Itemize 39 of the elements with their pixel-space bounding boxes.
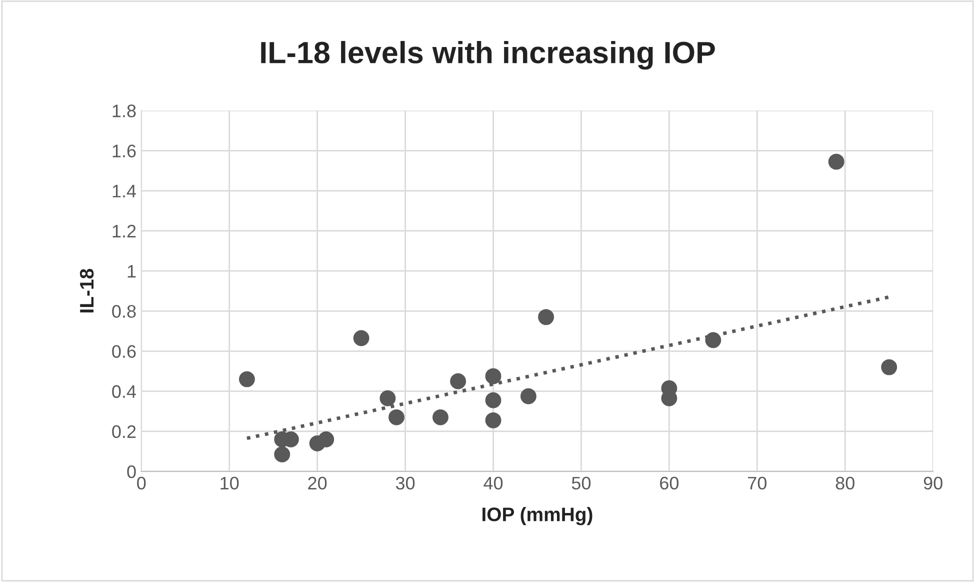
point	[881, 359, 898, 376]
x-tick-label: 20	[308, 476, 327, 490]
x-tick-label: 0	[137, 476, 146, 490]
point	[485, 392, 502, 408]
point	[450, 373, 466, 390]
x-tick-label: 80	[836, 476, 854, 490]
y-tick-label: 1.8	[112, 104, 136, 118]
point	[353, 330, 370, 346]
y-tick-label: 1.2	[112, 224, 136, 238]
y-axis-title: IL-18	[80, 268, 94, 312]
x-tick-label: 10	[220, 476, 239, 490]
x-tick-label: 40	[484, 476, 503, 490]
x-axis-title: IOP (mmHg)	[482, 507, 592, 526]
y-tick-label: 0.4	[112, 385, 136, 398]
y-tick-label: 0.2	[112, 425, 136, 438]
y-tick-label: 0.8	[112, 304, 136, 318]
point	[538, 309, 554, 326]
point	[274, 446, 290, 462]
point	[318, 431, 334, 448]
point	[388, 409, 404, 426]
point	[485, 412, 502, 428]
x-tick-label: 50	[572, 476, 591, 490]
y-tick-label: 1.6	[112, 144, 136, 158]
x-tick-label: 70	[748, 476, 766, 490]
point	[380, 390, 396, 406]
x-tick-label: 30	[396, 476, 415, 490]
point	[432, 409, 448, 426]
y-tick-label: 1	[128, 265, 136, 278]
y-tick-label: 1.4	[112, 184, 136, 198]
x-tick-label: 60	[660, 476, 679, 490]
y-tick-label: 0.6	[112, 345, 136, 358]
point	[705, 332, 722, 348]
point	[828, 154, 844, 170]
point	[238, 371, 255, 388]
chart-title: IL-18 levels with increasing IOP	[261, 40, 715, 70]
point	[485, 368, 502, 384]
x-tick-label: 90	[924, 476, 942, 490]
y-tick-label: 0	[127, 465, 136, 478]
point	[520, 388, 536, 404]
